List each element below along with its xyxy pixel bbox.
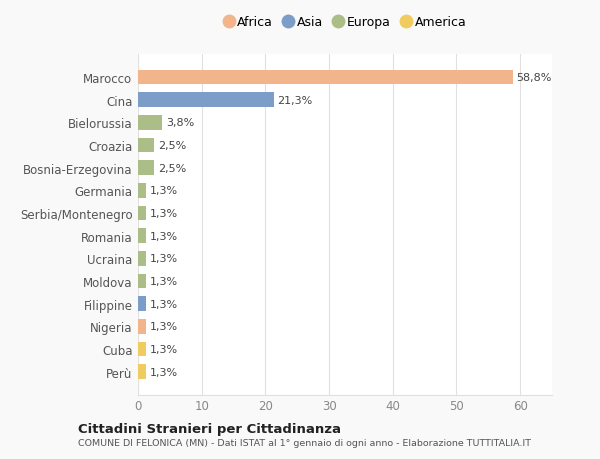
Bar: [138, 252, 146, 266]
Bar: [138, 274, 146, 289]
Text: 1,3%: 1,3%: [150, 231, 178, 241]
Bar: [138, 342, 146, 357]
Text: Cittadini Stranieri per Cittadinanza: Cittadini Stranieri per Cittadinanza: [78, 422, 341, 436]
Text: 1,3%: 1,3%: [150, 254, 178, 264]
Text: 2,5%: 2,5%: [158, 141, 186, 151]
Bar: [138, 161, 154, 176]
Text: 1,3%: 1,3%: [150, 367, 178, 377]
Text: 1,3%: 1,3%: [150, 322, 178, 332]
Text: COMUNE DI FELONICA (MN) - Dati ISTAT al 1° gennaio di ogni anno - Elaborazione T: COMUNE DI FELONICA (MN) - Dati ISTAT al …: [78, 438, 531, 447]
Text: 1,3%: 1,3%: [150, 276, 178, 286]
Bar: [138, 229, 146, 244]
Text: 1,3%: 1,3%: [150, 299, 178, 309]
Legend: Africa, Asia, Europa, America: Africa, Asia, Europa, America: [221, 14, 469, 32]
Bar: [138, 71, 512, 85]
Bar: [138, 206, 146, 221]
Text: 58,8%: 58,8%: [517, 73, 552, 83]
Text: 2,5%: 2,5%: [158, 163, 186, 174]
Bar: [138, 93, 274, 108]
Bar: [138, 319, 146, 334]
Bar: [138, 116, 162, 130]
Bar: [138, 184, 146, 198]
Bar: [138, 297, 146, 312]
Text: 21,3%: 21,3%: [277, 95, 313, 106]
Bar: [138, 364, 146, 379]
Text: 1,3%: 1,3%: [150, 186, 178, 196]
Text: 3,8%: 3,8%: [166, 118, 194, 128]
Text: 1,3%: 1,3%: [150, 208, 178, 218]
Bar: [138, 138, 154, 153]
Text: 1,3%: 1,3%: [150, 344, 178, 354]
